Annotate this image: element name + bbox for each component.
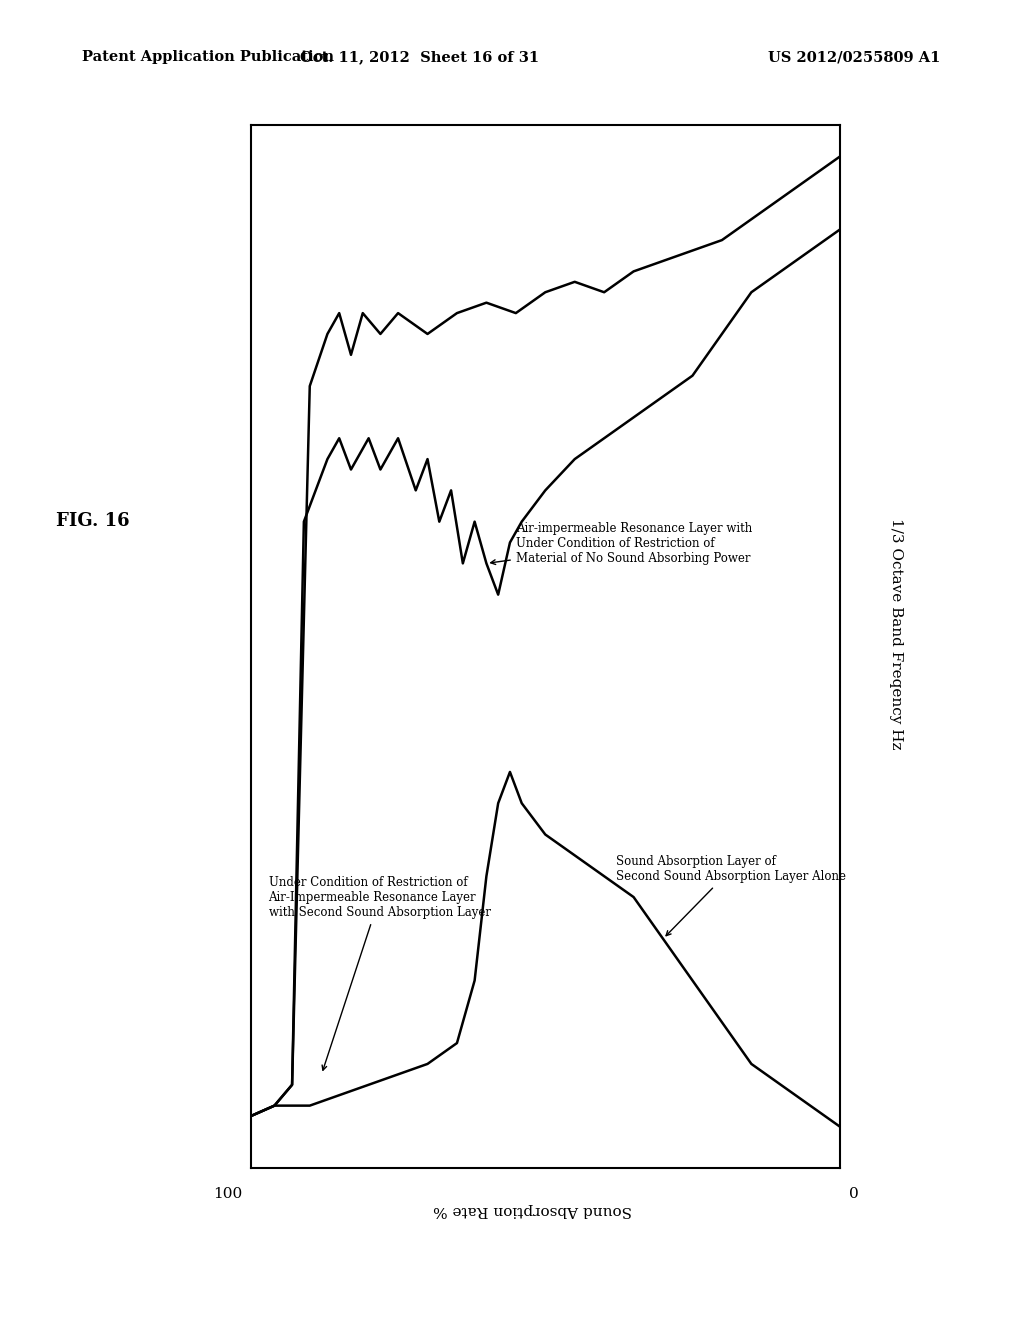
Text: FIG. 16: FIG. 16 xyxy=(56,512,130,531)
Text: US 2012/0255809 A1: US 2012/0255809 A1 xyxy=(768,50,940,65)
Text: Sound Absorption Rate %: Sound Absorption Rate % xyxy=(433,1204,632,1217)
Text: Under Condition of Restriction of
Air-Impermeable Resonance Layer
with Second So: Under Condition of Restriction of Air-Im… xyxy=(268,876,490,1071)
Text: 1/3 Octave Band Freqency Hz: 1/3 Octave Band Freqency Hz xyxy=(889,517,903,750)
Text: Air-impermeable Resonance Layer with
Under Condition of Restriction of
Material : Air-impermeable Resonance Layer with Und… xyxy=(490,521,752,565)
Text: 0: 0 xyxy=(849,1187,858,1201)
Text: Oct. 11, 2012  Sheet 16 of 31: Oct. 11, 2012 Sheet 16 of 31 xyxy=(300,50,540,65)
Text: 100: 100 xyxy=(213,1187,242,1201)
Text: Sound Absorption Layer of
Second Sound Absorption Layer Alone: Sound Absorption Layer of Second Sound A… xyxy=(615,855,846,936)
Text: Patent Application Publication: Patent Application Publication xyxy=(82,50,334,65)
